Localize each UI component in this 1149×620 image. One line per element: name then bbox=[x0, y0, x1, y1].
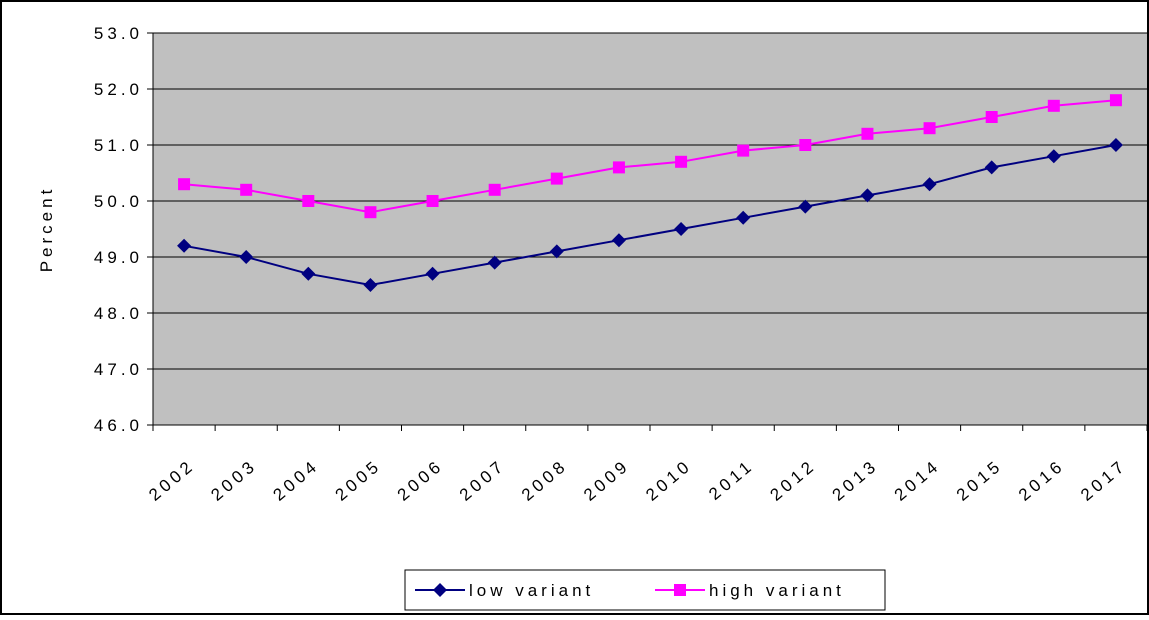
marker bbox=[178, 178, 191, 191]
marker bbox=[922, 177, 937, 192]
y-tick-label: 49.0 bbox=[94, 248, 143, 267]
marker bbox=[177, 238, 192, 253]
marker bbox=[611, 233, 626, 248]
y-tick-label: 46.0 bbox=[94, 416, 143, 435]
marker bbox=[487, 255, 502, 270]
marker bbox=[799, 139, 812, 151]
marker bbox=[240, 183, 253, 196]
marker bbox=[1047, 99, 1060, 112]
marker bbox=[1108, 138, 1123, 152]
marker bbox=[612, 161, 625, 174]
marker bbox=[364, 206, 377, 219]
legend-box bbox=[404, 569, 886, 611]
y-axis-label: Percent bbox=[37, 186, 56, 273]
marker bbox=[301, 266, 316, 281]
marker bbox=[736, 210, 751, 225]
legend-label: high variant bbox=[709, 581, 845, 600]
marker bbox=[426, 195, 439, 207]
legend-marker bbox=[433, 583, 447, 597]
series-line bbox=[183, 99, 1117, 214]
y-tick-label: 52.0 bbox=[94, 80, 143, 99]
marker bbox=[1046, 149, 1061, 164]
legend-label: low variant bbox=[469, 581, 594, 600]
marker bbox=[1109, 94, 1122, 107]
marker bbox=[675, 155, 688, 168]
marker bbox=[737, 144, 750, 157]
marker bbox=[425, 266, 440, 281]
y-tick-label: 53.0 bbox=[94, 24, 143, 43]
marker bbox=[239, 250, 254, 264]
marker bbox=[923, 122, 936, 135]
marker bbox=[549, 244, 564, 259]
y-tick-label: 51.0 bbox=[94, 136, 143, 155]
marker bbox=[550, 172, 563, 185]
y-tick-label: 47.0 bbox=[94, 360, 143, 379]
marker bbox=[984, 160, 999, 175]
marker bbox=[985, 111, 998, 123]
y-tick-label: 48.0 bbox=[94, 304, 143, 323]
marker bbox=[302, 195, 315, 207]
series-line bbox=[183, 144, 1117, 287]
marker bbox=[674, 222, 689, 236]
y-tick-label: 50.0 bbox=[94, 192, 143, 211]
marker bbox=[798, 199, 813, 214]
legend-marker bbox=[674, 584, 686, 596]
marker bbox=[861, 127, 874, 140]
plot-area bbox=[153, 33, 1147, 425]
marker bbox=[363, 278, 378, 292]
marker bbox=[860, 188, 875, 203]
marker bbox=[488, 183, 501, 196]
